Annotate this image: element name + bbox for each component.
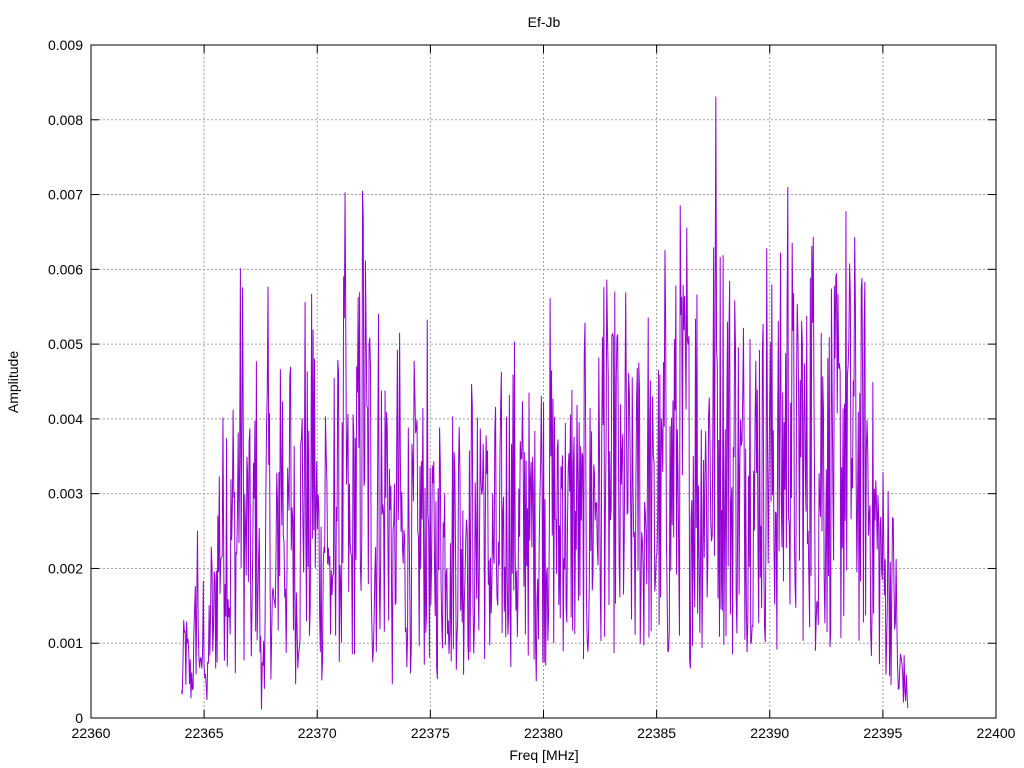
y-tick-label: 0.005: [48, 336, 83, 352]
x-tick-label: 22365: [185, 725, 224, 741]
x-tick-label: 22360: [72, 725, 111, 741]
y-tick-label: 0.003: [48, 486, 83, 502]
y-tick-label: 0.001: [48, 635, 83, 651]
x-axis-label: Freq [MHz]: [509, 747, 578, 763]
x-tick-label: 22380: [524, 725, 563, 741]
axis-ticks: 22360 22365 22370 22375 22380 22385 22390 22395…: [48, 37, 1016, 741]
chart-title: Ef-Jb: [528, 14, 561, 30]
series-layer: [181, 96, 909, 710]
x-tick-label: 22400: [977, 725, 1016, 741]
x-tick-label: 22370: [298, 725, 337, 741]
y-tick-label: 0.006: [48, 261, 83, 277]
series-line: [181, 96, 909, 710]
x-tick-label: 22395: [863, 725, 902, 741]
y-tick-label: 0.008: [48, 112, 83, 128]
y-axis-label: Amplitude: [5, 351, 21, 413]
y-tick-label: 0.004: [48, 411, 83, 427]
x-tick-label: 22385: [637, 725, 676, 741]
y-tick-label: 0.009: [48, 37, 83, 53]
y-tick-label: 0.002: [48, 560, 83, 576]
x-tick-label: 22375: [411, 725, 450, 741]
y-tick-label: 0: [75, 710, 83, 726]
y-tick-label: 0.007: [48, 187, 83, 203]
x-tick-label: 22390: [750, 725, 789, 741]
